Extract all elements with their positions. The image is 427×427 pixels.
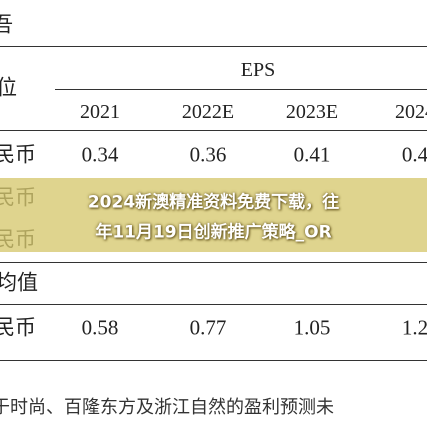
- banner-line[interactable]: 年11月19日创新推广策略_OR: [95, 222, 332, 243]
- section-label: 均值: [0, 270, 38, 295]
- rule: [55, 89, 427, 90]
- footer-text: 于时尚、百隆东方及浙江自然的盈利预测未: [0, 397, 334, 418]
- cell: 0.34: [81, 142, 119, 167]
- cell: 0.36: [189, 142, 227, 167]
- column-header: 2021: [80, 101, 120, 123]
- rule: [0, 262, 427, 263]
- row-label: 民币: [0, 315, 36, 340]
- cell: 0.58: [81, 315, 119, 340]
- cell: 1.2: [401, 315, 427, 340]
- rule: [0, 130, 427, 131]
- ad-banner[interactable]: 2024新澳精准资料免费下载，往 年11月19日创新推广策略_OR: [0, 178, 427, 252]
- column-header: 2022E: [181, 101, 235, 123]
- rule: [0, 360, 427, 361]
- rule: [0, 46, 427, 47]
- section-title: 吾: [0, 12, 13, 37]
- cell: 0.77: [189, 315, 227, 340]
- cell: 0.41: [293, 142, 331, 167]
- unit-label: 位: [0, 75, 17, 100]
- group-header: EPS: [240, 59, 276, 81]
- column-header: 2024: [395, 101, 427, 123]
- cell: 1.05: [293, 315, 331, 340]
- column-header: 2023E: [285, 101, 339, 123]
- cell: 0.4: [401, 142, 427, 167]
- row-label: 民币: [0, 142, 36, 167]
- banner-line[interactable]: 2024新澳精准资料免费下载，往: [87, 192, 340, 213]
- rule: [0, 304, 427, 305]
